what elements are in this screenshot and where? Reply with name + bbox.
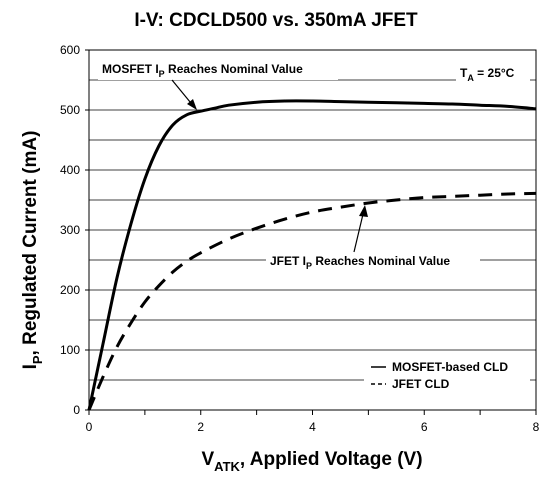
- x-tick-label: 8: [533, 420, 540, 434]
- x-tick-label: 4: [309, 420, 316, 434]
- y-axis-label-sub: P: [30, 355, 45, 364]
- x-tick-label: 2: [197, 420, 204, 434]
- y-axis-label-main: I: [20, 364, 41, 369]
- annotation-jfet-arrowhead: [359, 205, 368, 217]
- y-axis-label-rest: , Regulated Current (mA): [20, 131, 41, 356]
- annotation-mosfet-rest: Reaches Nominal Value: [165, 62, 303, 76]
- axes: [85, 49, 537, 415]
- annotation-jfet-rest: Reaches Nominal Value: [312, 254, 450, 268]
- y-tick-label: 600: [60, 43, 80, 57]
- y-tick-label: 0: [73, 403, 80, 417]
- temp-label-sub: A: [467, 73, 474, 83]
- temp-label-rest: = 25°C: [474, 66, 515, 80]
- annotation-jfet-main: JFET I: [270, 254, 306, 268]
- temp-label-bg: [456, 62, 530, 82]
- annotation-jfet-bg: [266, 252, 480, 272]
- y-tick-label: 100: [60, 343, 80, 357]
- tick-labels: 0 100 200 300 400 500 600 0 2 4 6 8: [60, 43, 540, 434]
- annotation-mosfet-bg: [98, 60, 338, 80]
- x-axis-label: VATK, Applied Voltage (V): [201, 449, 422, 474]
- y-tick-label: 500: [60, 103, 80, 117]
- y-tick-label: 400: [60, 163, 80, 177]
- x-axis-label-sub: ATK: [214, 459, 240, 474]
- chart-title: I-V: CDCLD500 vs. 350mA JFET: [134, 10, 418, 31]
- annotation-jfet: JFET IP Reaches Nominal Value: [270, 254, 450, 271]
- temp-label-main: T: [460, 66, 468, 80]
- annotation-mosfet: MOSFET IP Reaches Nominal Value: [102, 62, 303, 79]
- x-axis-label-main: V: [201, 449, 214, 470]
- annotation-mosfet-arrowhead: [187, 99, 197, 110]
- x-axis-label-rest: , Applied Voltage (V): [240, 449, 423, 470]
- legend: MOSFET-based CLD JFET CLD: [364, 357, 530, 393]
- y-tick-label: 300: [60, 223, 80, 237]
- y-tick-label: 200: [60, 283, 80, 297]
- x-tick-label: 0: [86, 420, 93, 434]
- series-line-jfet: [87, 191, 537, 411]
- annotation-mosfet-main: MOSFET I: [102, 62, 159, 76]
- temp-label: TA = 25°C: [460, 66, 515, 83]
- annotation-jfet-arrow: [353, 209, 365, 253]
- annotation-mosfet-sub: P: [159, 69, 165, 79]
- legend-bg: [364, 357, 530, 393]
- series-lines: [87, 99, 537, 411]
- y-axis-label: IP, Regulated Current (mA): [20, 131, 45, 370]
- series-line-mosfet: [87, 99, 537, 411]
- annotation-jfet-sub: P: [306, 261, 312, 271]
- x-tick-label: 6: [421, 420, 428, 434]
- legend-label-jfet: JFET CLD: [392, 377, 450, 391]
- legend-label-mosfet: MOSFET-based CLD: [392, 360, 508, 374]
